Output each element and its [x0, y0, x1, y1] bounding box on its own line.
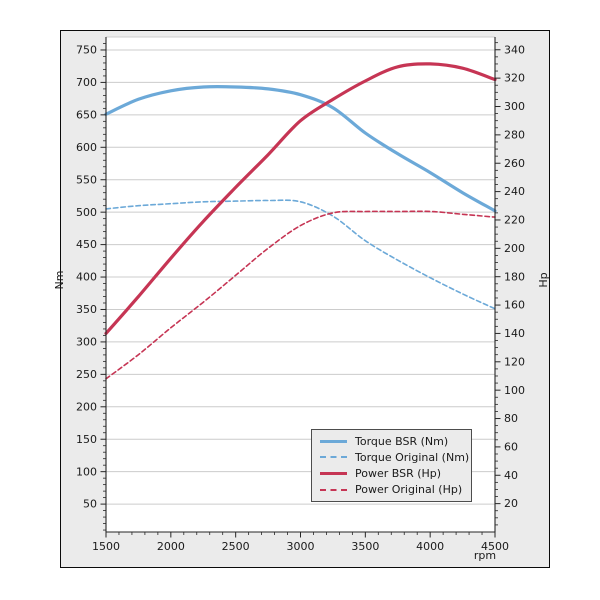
x-tick-label: 4000: [416, 540, 444, 553]
y-left-tick-label: 550: [76, 173, 97, 186]
chart-svg: 1500 2000 2500 3000 3500 4000 4500 50 100 150 200 2…: [76, 36, 525, 553]
y-left-tick-label: 350: [76, 303, 97, 316]
y-left-tick-label: 250: [76, 368, 97, 381]
legend-item: Power Original (Hp): [320, 482, 463, 497]
x-tick-label: 2000: [157, 540, 185, 553]
y-right-tick-label: 80: [504, 412, 518, 425]
y-left-tick-label: 100: [76, 465, 97, 478]
y-left-tick-label: 50: [83, 498, 97, 511]
series-line-1: [105, 199, 496, 310]
series-line-2: [104, 62, 497, 335]
legend-line-sample: [320, 472, 347, 476]
y-right-tick-label: 40: [504, 469, 518, 482]
y-axis-label-right: Hp: [537, 272, 550, 288]
y-right-tick-label: 60: [504, 440, 518, 453]
y-left-tick-label: 400: [76, 271, 97, 284]
legend-label: Power BSR (Hp): [355, 467, 442, 481]
legend-label: Torque Original (Nm): [355, 450, 470, 464]
legend: Torque BSR (Nm) Torque Original (Nm) Power…: [311, 429, 472, 502]
legend-item: Torque BSR (Nm): [320, 434, 463, 449]
series-line-0: [104, 84, 497, 213]
legend-label: Power Original (Hp): [355, 483, 463, 497]
y-left-tick-label: 200: [76, 400, 97, 413]
y-left-tick-label: 150: [76, 433, 97, 446]
x-tick-label: 1500: [92, 540, 120, 553]
figure: 1500 2000 2500 3000 3500 4000 4500 50 100 150 200 2…: [53, 30, 550, 568]
y-right-tick-label: 240: [504, 185, 525, 198]
y-right-tick-label: 320: [504, 72, 525, 85]
y-right-tick-label: 140: [504, 327, 525, 340]
y-left-tick-label: 450: [76, 238, 97, 251]
y-left-tick-label: 700: [76, 76, 97, 89]
y-right-tick-label: 20: [504, 497, 518, 510]
legend-line-sample: [320, 488, 347, 491]
y-left-tick-label: 650: [76, 108, 97, 121]
y-right-tick-label: 100: [504, 384, 525, 397]
y-left-tick-label: 300: [76, 336, 97, 349]
x-tick-label: 3000: [287, 540, 315, 553]
y-right-tick-label: 340: [504, 43, 525, 56]
y-left-tick-label: 500: [76, 206, 97, 219]
x-tick-label: 3500: [351, 540, 379, 553]
y-right-tick-label: 220: [504, 214, 525, 227]
x-axis-label: rpm: [473, 549, 497, 562]
legend-item: Torque Original (Nm): [320, 450, 469, 465]
y-right-tick-label: 300: [504, 100, 525, 113]
y-right-tick-label: 260: [504, 157, 525, 170]
legend-line-sample: [320, 439, 347, 443]
y-axis-label-left: Nm: [53, 270, 66, 290]
y-right-tick-label: 280: [504, 128, 525, 141]
y-right-tick-label: 160: [504, 299, 525, 312]
x-tick-label: 2500: [222, 540, 250, 553]
series-line-3: [105, 210, 496, 380]
x-tick-label: 4500: [481, 540, 509, 553]
legend-item: Power BSR (Hp): [320, 466, 463, 481]
y-right-tick-label: 180: [504, 270, 525, 283]
y-left-tick-label: 750: [76, 44, 97, 57]
legend-label: Torque BSR (Nm): [355, 434, 449, 448]
y-left-tick-label: 600: [76, 141, 97, 154]
y-right-tick-label: 120: [504, 355, 525, 368]
y-right-tick-label: 200: [504, 242, 525, 255]
legend-line-sample: [320, 456, 347, 459]
